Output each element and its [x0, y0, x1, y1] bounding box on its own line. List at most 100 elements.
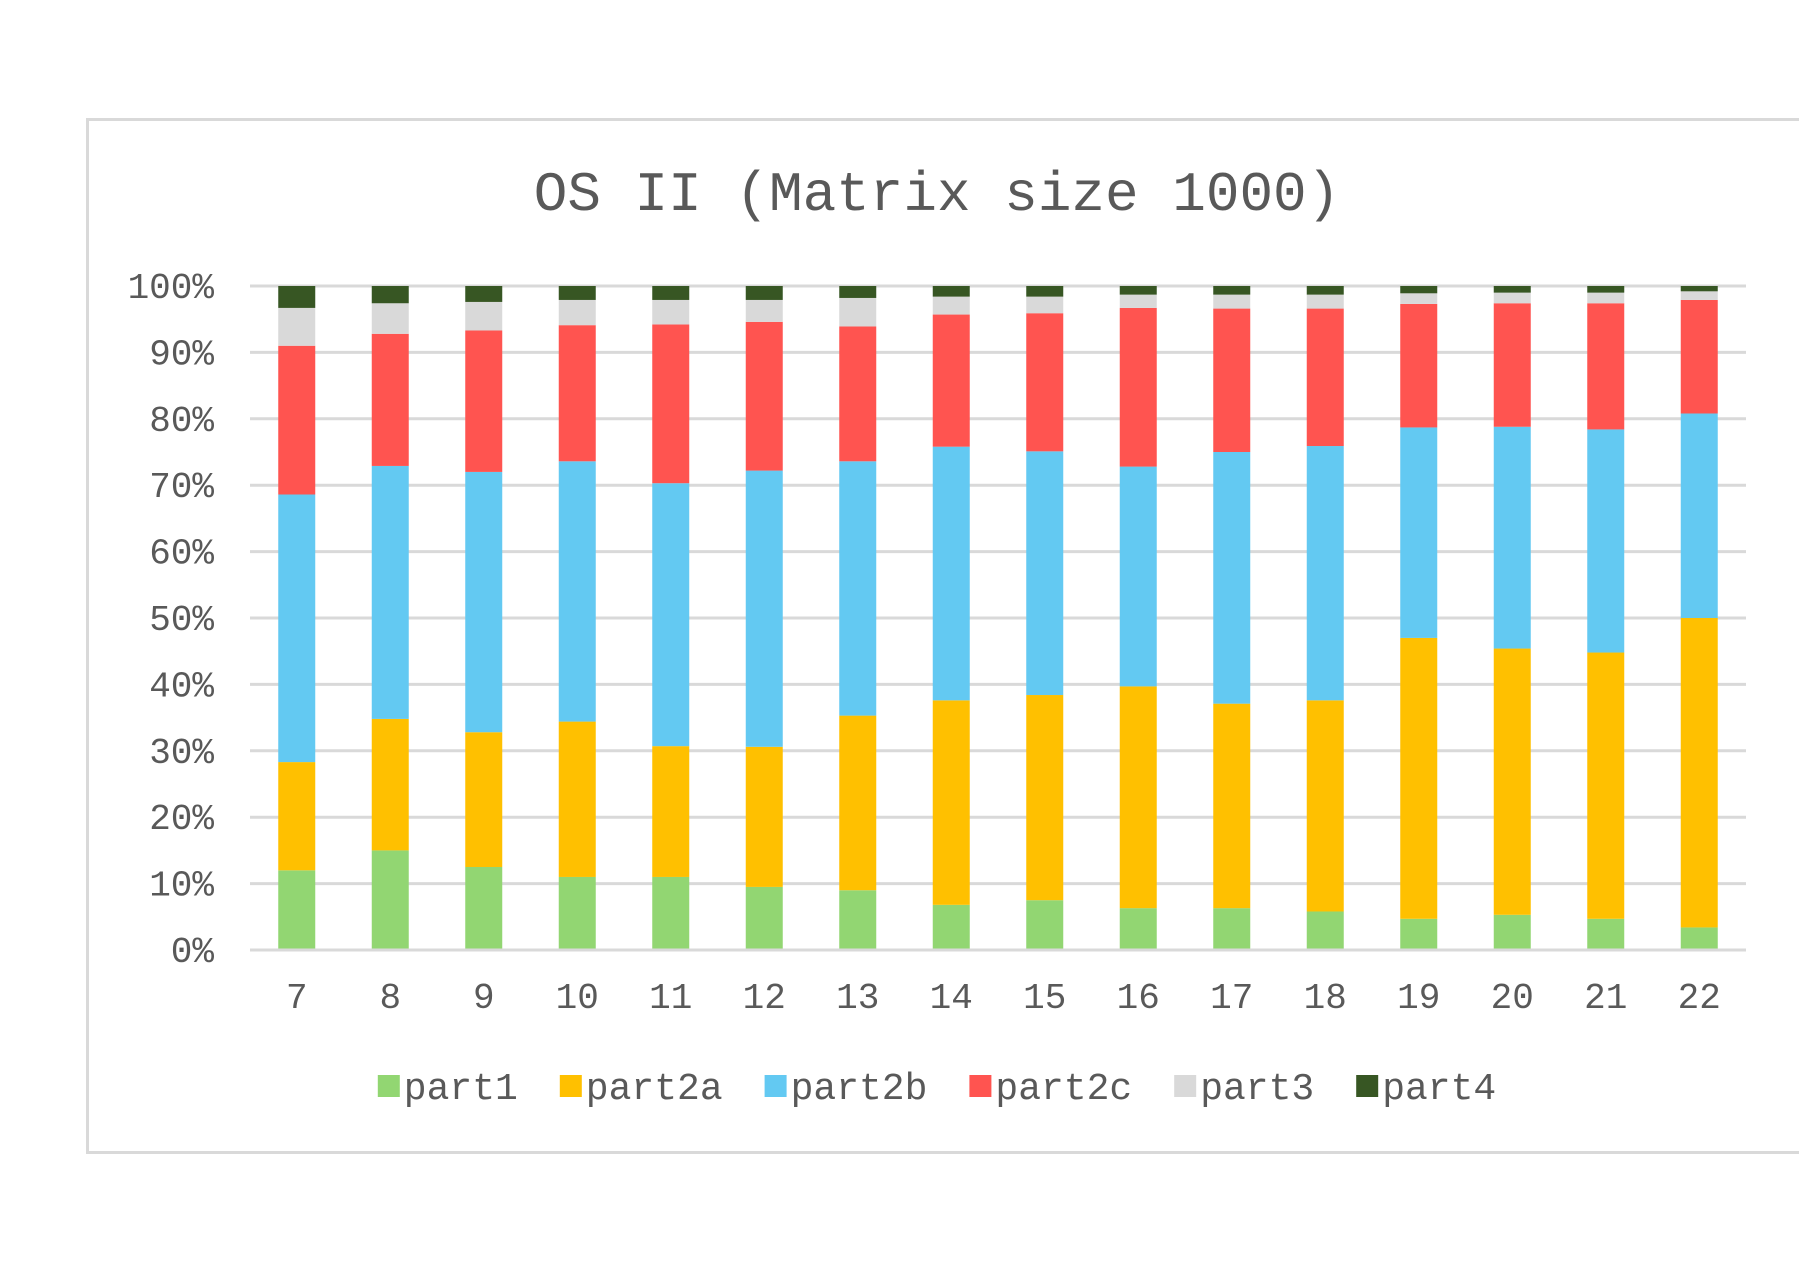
bar-segment-part1	[371, 850, 409, 950]
bar-stack	[558, 286, 596, 950]
bar-segment-part2b	[1587, 429, 1625, 653]
bar-stack	[1213, 286, 1251, 950]
bar-segment-part2c	[371, 333, 409, 466]
x-axis-ticks: 7 8 9 10 11 12 13 14 15 16 17 18 19 20 21 22	[286, 978, 1721, 1019]
bar-segment-part2c	[1493, 303, 1531, 427]
bar-segment-part1	[839, 890, 877, 950]
x-tick-label: 7	[286, 978, 308, 1019]
bar-segment-part1	[932, 904, 970, 950]
y-tick-label: 0%	[171, 932, 215, 973]
bar-segment-part3	[1587, 292, 1625, 304]
bar-segment-part2b	[932, 446, 970, 701]
bar-segment-part2c	[1587, 303, 1625, 430]
legend-item-part2a: part2a	[559, 1068, 723, 1111]
bar-segment-part3	[932, 296, 970, 315]
bar-segment-part4	[1587, 286, 1625, 293]
bar-segment-part3	[371, 303, 409, 334]
bar-stack	[1493, 286, 1531, 950]
bars	[278, 286, 1718, 950]
y-tick-label: 100%	[128, 268, 215, 309]
bar-segment-part2a	[371, 718, 409, 851]
bar-segment-part1	[558, 876, 596, 950]
bar-stack	[1306, 286, 1344, 950]
y-tick-label: 70%	[149, 467, 214, 508]
x-tick-label: 18	[1304, 978, 1347, 1019]
bar-segment-part3	[465, 301, 503, 331]
y-tick-label: 20%	[149, 799, 214, 840]
x-tick-label: 22	[1678, 978, 1721, 1019]
bar-segment-part2b	[1400, 427, 1438, 638]
bar-segment-part2a	[1680, 618, 1718, 928]
bar-segment-part2c	[465, 330, 503, 472]
bar-stack	[839, 286, 877, 950]
legend-label: part2c	[995, 1068, 1132, 1111]
bar-segment-part2c	[1306, 308, 1344, 447]
bar-segment-part1	[1213, 908, 1251, 950]
bar-segment-part2a	[1119, 686, 1157, 909]
bar-segment-part3	[278, 307, 316, 346]
bar-segment-part2a	[1026, 695, 1064, 901]
x-tick-label: 11	[649, 978, 692, 1019]
legend-swatch	[764, 1075, 787, 1097]
bar-segment-part4	[1026, 286, 1064, 297]
y-tick-label: 90%	[149, 334, 214, 375]
bar-segment-part2b	[1306, 446, 1344, 701]
bar-segment-part1	[745, 886, 783, 950]
bar-stack	[745, 286, 783, 950]
bar-segment-part2a	[558, 721, 596, 877]
bar-stack	[652, 286, 690, 950]
bar-segment-part1	[652, 876, 690, 950]
bar-segment-part1	[1400, 918, 1438, 950]
bar-segment-part2b	[1213, 452, 1251, 704]
y-tick-label: 30%	[149, 733, 214, 774]
bar-stack	[278, 286, 316, 950]
legend-label: part1	[404, 1068, 518, 1111]
y-axis-ticks: 0% 10% 20% 30% 40% 50% 60% 70% 80% 90% 100%	[128, 268, 215, 973]
bar-segment-part3	[839, 297, 877, 327]
bar-segment-part2c	[1026, 313, 1064, 452]
bar-segment-part2c	[1213, 308, 1251, 452]
x-tick-label: 12	[743, 978, 786, 1019]
x-tick-label: 17	[1210, 978, 1253, 1019]
bar-segment-part2c	[558, 325, 596, 462]
legend-label: part2a	[586, 1068, 723, 1111]
bar-segment-part2b	[278, 494, 316, 763]
bar-segment-part3	[1026, 296, 1064, 314]
bar-segment-part2c	[1119, 307, 1157, 467]
bar-segment-part2a	[1306, 700, 1344, 912]
bar-segment-part4	[371, 286, 409, 304]
bar-segment-part1	[465, 867, 503, 950]
legend-swatch	[1174, 1075, 1197, 1097]
bar-segment-part2c	[745, 321, 783, 471]
bar-segment-part2b	[558, 461, 596, 722]
x-tick-label: 8	[379, 978, 401, 1019]
bar-segment-part4	[932, 286, 970, 297]
x-tick-label: 15	[1023, 978, 1066, 1019]
x-tick-label: 19	[1397, 978, 1440, 1019]
bar-segment-part1	[1493, 914, 1531, 950]
bar-segment-part4	[1493, 286, 1531, 293]
bar-segment-part1	[1119, 908, 1157, 950]
bar-segment-part2a	[932, 700, 970, 905]
legend: part1 part2a part2b part2c part3 part4	[377, 1068, 1496, 1111]
bar-segment-part4	[1400, 286, 1438, 294]
bar-segment-part2b	[1119, 466, 1157, 687]
x-tick-label: 20	[1491, 978, 1534, 1019]
bar-segment-part2a	[652, 746, 690, 877]
bar-segment-part2c	[932, 314, 970, 447]
bar-segment-part2c	[652, 324, 690, 484]
bar-segment-part4	[1680, 286, 1718, 292]
bar-segment-part2b	[745, 470, 783, 747]
x-tick-label: 13	[836, 978, 879, 1019]
bar-segment-part1	[1026, 900, 1064, 950]
legend-label: part4	[1382, 1068, 1496, 1111]
bar-segment-part3	[745, 299, 783, 322]
bar-segment-part3	[1680, 291, 1718, 300]
bar-segment-part4	[278, 286, 316, 308]
bar-segment-part4	[1119, 286, 1157, 295]
bar-segment-part3	[1400, 293, 1438, 304]
bar-segment-part2b	[1680, 413, 1718, 618]
x-tick-label: 16	[1117, 978, 1160, 1019]
bar-segment-part2a	[1587, 652, 1625, 919]
